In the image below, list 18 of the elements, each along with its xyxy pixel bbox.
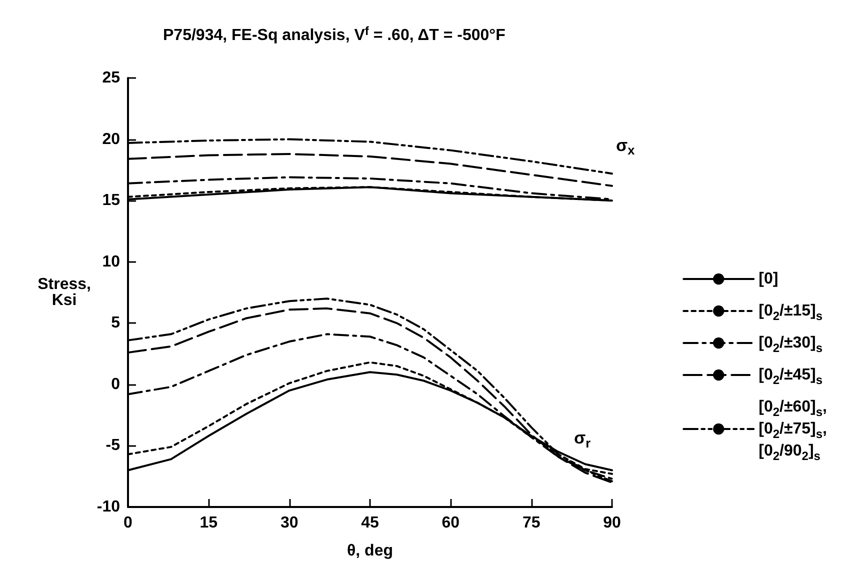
x-tick-label: 15 <box>200 514 218 532</box>
x-tick-label: 30 <box>280 514 298 532</box>
x-axis-title: θ, deg <box>347 542 393 560</box>
y-tick-label: -10 <box>96 498 120 516</box>
y-tick-label: 15 <box>102 192 120 210</box>
x-tick-label: 45 <box>361 514 379 532</box>
y-tick-label: 10 <box>102 253 120 270</box>
x-tick-label: 60 <box>442 514 460 532</box>
y-tick-label: 25 <box>102 70 120 86</box>
y-tick-label: 0 <box>111 376 120 393</box>
x-tick-label: 90 <box>603 514 621 532</box>
y-tick-label: 5 <box>111 314 120 332</box>
y-axis-title: Stress, Ksi <box>38 276 91 309</box>
y-tick-label: -5 <box>106 437 120 454</box>
legend-label: [0] <box>758 270 778 288</box>
x-tick-label: 75 <box>522 514 540 532</box>
x-tick-label: 0 <box>124 514 133 532</box>
y-tick-label: 20 <box>102 130 120 148</box>
